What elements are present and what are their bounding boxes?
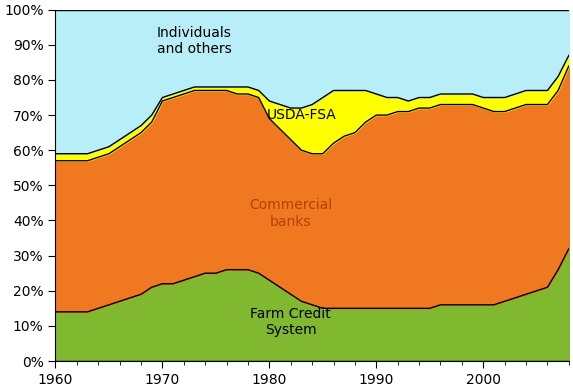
Text: Farm Credit
System: Farm Credit System xyxy=(250,307,331,337)
Text: USDA-FSA: USDA-FSA xyxy=(266,108,336,122)
Text: Individuals
and others: Individuals and others xyxy=(157,26,232,56)
Text: Commercial
banks: Commercial banks xyxy=(249,198,332,229)
